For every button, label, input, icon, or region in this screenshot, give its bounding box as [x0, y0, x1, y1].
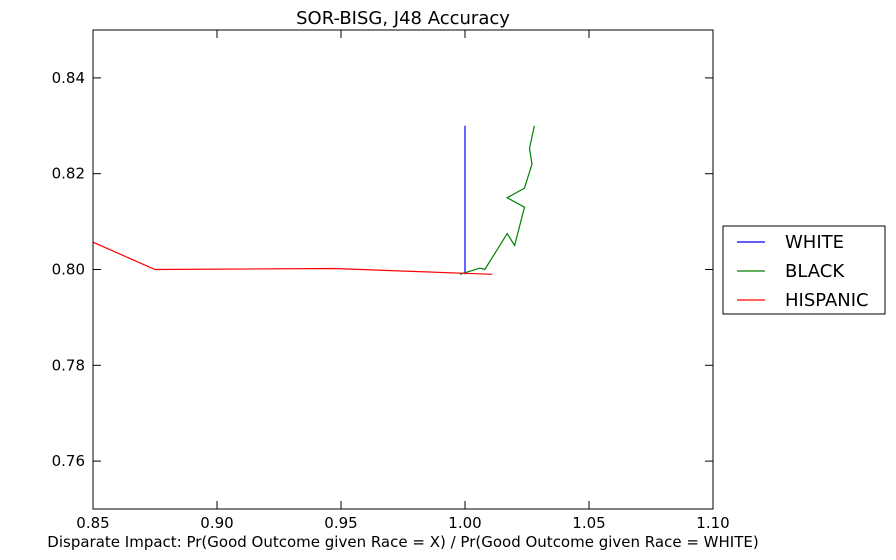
x-tick-label: 0.95: [324, 514, 357, 532]
x-tick-label: 1.05: [572, 514, 605, 532]
y-tick-label: 0.76: [52, 452, 85, 470]
legend: WHITE BLACK HISPANIC: [722, 225, 886, 315]
x-tick-label: 1.00: [448, 514, 481, 532]
x-tick-label: 0.90: [200, 514, 233, 532]
series-layer: [93, 125, 535, 275]
legend-label-white: WHITE: [785, 232, 844, 253]
legend-label-black: BLACK: [785, 261, 845, 282]
y-tick-label: 0.80: [52, 261, 85, 279]
ticks-layer: 0.85 0.90 0.95 1.00 1.05 1.10 0.76 0.78 0.80 0.82…: [52, 30, 730, 532]
x-tick-label: 0.85: [76, 514, 109, 532]
y-tick-label: 0.78: [52, 356, 85, 374]
y-tick-label: 0.82: [52, 165, 85, 183]
series-line-black: [459, 125, 535, 275]
legend-label-hispanic: HISPANIC: [785, 290, 869, 311]
legend-box: [722, 225, 886, 315]
chart-title: SOR-BISG, J48 Accuracy: [296, 8, 510, 29]
series-line-hispanic: [93, 241, 493, 275]
x-axis-label: Disparate Impact: Pr(Good Outcome given …: [47, 533, 758, 551]
y-tick-label: 0.84: [52, 69, 85, 87]
x-tick-label: 1.10: [696, 514, 729, 532]
